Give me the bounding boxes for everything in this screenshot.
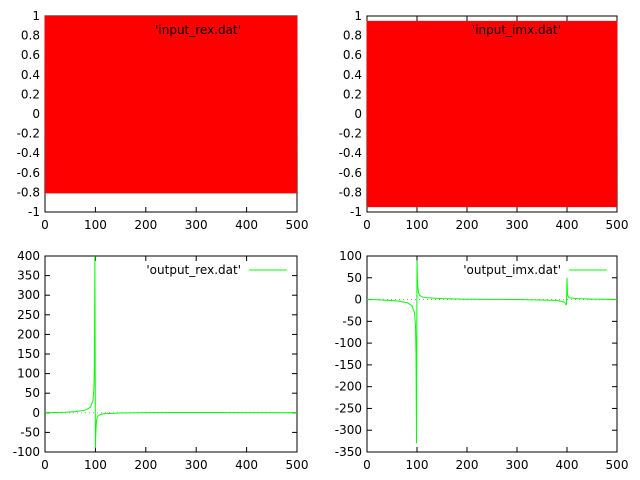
y-tick-label: -100 <box>13 445 40 459</box>
x-tick-label: 0 <box>41 218 49 232</box>
y-tick-label: 1 <box>354 9 362 23</box>
y-tick-label: -1 <box>350 205 362 219</box>
y-tick-label: 200 <box>17 327 40 341</box>
y-tick-label: 350 <box>17 269 40 283</box>
x-tick-label: 100 <box>406 218 429 232</box>
y-tick-label: -0.8 <box>339 185 362 199</box>
y-tick-label: -0.4 <box>339 146 362 160</box>
plot-frame <box>44 255 298 453</box>
x-tick-label: 500 <box>286 458 309 472</box>
legend-label: 'output_imx.dat' <box>463 263 561 277</box>
y-tick-label: 300 <box>17 288 40 302</box>
y-tick-label: 100 <box>17 367 40 381</box>
y-tick-label: -200 <box>335 380 362 394</box>
x-tick-label: 300 <box>506 458 529 472</box>
y-tick-label: -300 <box>335 423 362 437</box>
series-line-input-rex-dat <box>44 15 298 194</box>
x-tick-label: 0 <box>41 458 49 472</box>
x-tick-label: 300 <box>185 458 208 472</box>
y-tick-label: -50 <box>20 425 40 439</box>
x-tick-label: 300 <box>506 218 529 232</box>
y-tick-label: 150 <box>17 347 40 361</box>
y-tick-label: 400 <box>17 249 40 263</box>
y-tick-label: -0.6 <box>339 166 362 180</box>
y-tick-label: 0.8 <box>21 29 40 43</box>
y-tick-label: 0.2 <box>343 87 362 101</box>
chart-input-imx: -1 -0.8 -0.6 -0.4 -0.2 0 0.2 0.4 0.6 0.8 1 0 100 200 3… <box>339 9 629 232</box>
x-tick-label: 100 <box>406 458 429 472</box>
chart-input-rex: -1 -0.8 -0.6 -0.4 -0.2 0 0.2 0.4 0.6 0.8 1 0 100 200 3… <box>17 9 309 232</box>
y-tick-label: -1 <box>28 205 40 219</box>
x-tick-label: 400 <box>235 218 258 232</box>
y-tick-label: 0.4 <box>21 68 40 82</box>
y-tick-label: -250 <box>335 401 362 415</box>
y-tick-label: -0.4 <box>17 146 40 160</box>
x-tick-label: 500 <box>286 218 309 232</box>
x-tick-label: 400 <box>556 218 579 232</box>
y-tick-label: 50 <box>347 271 362 285</box>
legend-label: 'output_rex.dat' <box>146 263 241 277</box>
series-line-output-rex-dat <box>44 255 298 449</box>
x-tick-label: 200 <box>134 218 157 232</box>
y-tick-label: -100 <box>335 336 362 350</box>
x-tick-label: 100 <box>84 458 107 472</box>
y-tick-label: 0 <box>32 107 40 121</box>
y-tick-label: 0 <box>354 293 362 307</box>
x-tick-label: 400 <box>556 458 579 472</box>
y-tick-label: -0.2 <box>339 127 362 141</box>
y-tick-label: 0.6 <box>343 48 362 62</box>
y-tick-label: 100 <box>339 249 362 263</box>
series-line-input-imx-dat <box>366 20 618 208</box>
y-tick-label: -0.2 <box>17 127 40 141</box>
y-tick-label: 0.4 <box>343 68 362 82</box>
chart-output-rex: -100 -50 0 50 100 150 200 250 300 350 400 0 100 200 30… <box>13 249 309 472</box>
x-tick-label: 500 <box>606 458 629 472</box>
y-tick-label: -350 <box>335 445 362 459</box>
y-tick-label: 1 <box>32 9 40 23</box>
y-tick-label: 50 <box>25 386 40 400</box>
y-tick-label: 0.2 <box>21 87 40 101</box>
y-tick-label: -50 <box>342 314 362 328</box>
x-tick-label: 400 <box>235 458 258 472</box>
x-tick-label: 200 <box>456 458 479 472</box>
plot-frame <box>366 255 618 453</box>
x-tick-label: 100 <box>84 218 107 232</box>
x-tick-label: 300 <box>185 218 208 232</box>
y-tick-label: -0.8 <box>17 185 40 199</box>
y-tick-label: 0.6 <box>21 48 40 62</box>
y-tick-label: -150 <box>335 358 362 372</box>
chart-output-imx: -350 -300 -250 -200 -150 -100 -50 0 50 100 0 100 200… <box>335 249 629 472</box>
legend-label: 'input_rex.dat' <box>155 23 241 37</box>
x-tick-label: 0 <box>363 218 371 232</box>
series-line-output-imx-dat <box>366 260 618 444</box>
legend-label: 'input_imx.dat' <box>472 23 561 37</box>
x-tick-label: 200 <box>456 218 479 232</box>
y-tick-label: -0.6 <box>17 166 40 180</box>
y-tick-label: 0 <box>354 107 362 121</box>
y-tick-label: 0 <box>32 406 40 420</box>
y-tick-label: 0.8 <box>343 29 362 43</box>
x-tick-label: 500 <box>606 218 629 232</box>
x-tick-label: 0 <box>363 458 371 472</box>
y-tick-label: 250 <box>17 308 40 322</box>
x-tick-label: 200 <box>134 458 157 472</box>
